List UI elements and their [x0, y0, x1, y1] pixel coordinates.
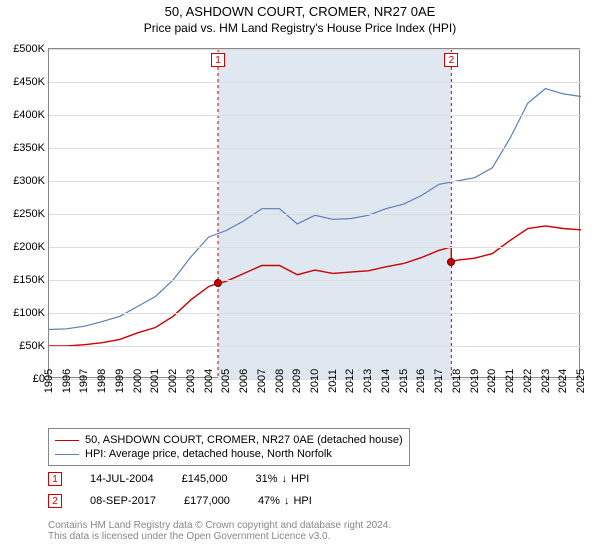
x-tick-label: 2012: [344, 369, 356, 393]
sale-date: 08-SEP-2017: [90, 495, 156, 507]
y-tick-label: £150K: [13, 274, 45, 286]
footer-line1: Contains HM Land Registry data © Crown c…: [48, 520, 391, 531]
sale-marker-box: 2: [48, 494, 62, 508]
x-tick-label: 2016: [415, 369, 427, 393]
sale-price: £177,000: [184, 495, 230, 507]
chart-area: £0£50K£100K£150K£200K£250K£300K£350K£400…: [48, 48, 580, 378]
x-tick-label: 2020: [486, 369, 498, 393]
sale-marker-2: 2: [444, 53, 458, 67]
x-tick-label: 1998: [96, 369, 108, 393]
y-tick-label: £300K: [13, 175, 45, 187]
sale-marker-box: 1: [48, 472, 62, 486]
y-tick-label: £500K: [13, 43, 45, 55]
y-tick-label: £350K: [13, 142, 45, 154]
x-tick-label: 2009: [291, 369, 303, 393]
series-hpi: [49, 89, 581, 330]
x-tick-label: 2025: [575, 369, 587, 393]
y-tick-label: £250K: [13, 208, 45, 220]
x-tick-label: 2007: [256, 369, 268, 393]
sale-row-1: 1 14-JUL-2004 £145,000 31% ↓ HPI: [48, 472, 309, 486]
sale-price: £145,000: [182, 473, 228, 485]
x-tick-label: 2014: [380, 369, 392, 393]
x-tick-label: 2004: [203, 369, 215, 393]
down-arrow-icon: ↓: [284, 495, 290, 507]
x-tick-label: 2003: [185, 369, 197, 393]
x-tick-label: 2010: [309, 369, 321, 393]
x-tick-label: 2022: [522, 369, 534, 393]
x-tick-label: 2008: [274, 369, 286, 393]
x-tick-label: 2018: [451, 369, 463, 393]
x-tick-label: 1996: [61, 369, 73, 393]
y-tick-label: £400K: [13, 109, 45, 121]
x-tick-label: 2001: [149, 369, 161, 393]
sale-dot: [447, 258, 455, 266]
legend-row-price: 50, ASHDOWN COURT, CROMER, NR27 0AE (det…: [55, 433, 403, 447]
sale-row-2: 2 08-SEP-2017 £177,000 47% ↓ HPI: [48, 494, 312, 508]
x-tick-label: 2021: [504, 369, 516, 393]
chart-subtitle: Price paid vs. HM Land Registry's House …: [0, 21, 600, 41]
x-tick-label: 2000: [132, 369, 144, 393]
footer-line2: This data is licensed under the Open Gov…: [48, 531, 391, 542]
x-tick-label: 2024: [557, 369, 569, 393]
x-tick-label: 2019: [469, 369, 481, 393]
x-tick-label: 2002: [167, 369, 179, 393]
sale-date: 14-JUL-2004: [90, 473, 154, 485]
sale-marker-1: 1: [211, 53, 225, 67]
chart-title: 50, ASHDOWN COURT, CROMER, NR27 0AE: [0, 0, 600, 21]
sale-pct: 31% ↓ HPI: [255, 473, 309, 485]
x-tick-label: 2013: [362, 369, 374, 393]
x-tick-label: 1997: [78, 369, 90, 393]
legend-row-hpi: HPI: Average price, detached house, Nort…: [55, 447, 403, 461]
x-tick-label: 2017: [433, 369, 445, 393]
down-arrow-icon: ↓: [282, 473, 288, 485]
legend-label-hpi: HPI: Average price, detached house, Nort…: [85, 448, 332, 460]
x-tick-label: 1999: [114, 369, 126, 393]
series-price_paid: [49, 226, 581, 346]
x-tick-label: 1995: [43, 369, 55, 393]
legend-label-price: 50, ASHDOWN COURT, CROMER, NR27 0AE (det…: [85, 434, 403, 446]
legend: 50, ASHDOWN COURT, CROMER, NR27 0AE (det…: [48, 428, 410, 466]
y-tick-label: £450K: [13, 76, 45, 88]
sale-dot: [214, 279, 222, 287]
x-tick-label: 2005: [220, 369, 232, 393]
legend-swatch-price: [55, 440, 79, 441]
y-tick-label: £100K: [13, 307, 45, 319]
y-tick-label: £50K: [19, 340, 45, 352]
y-tick-label: £200K: [13, 241, 45, 253]
legend-swatch-hpi: [55, 454, 79, 455]
x-tick-label: 2023: [540, 369, 552, 393]
footer: Contains HM Land Registry data © Crown c…: [48, 520, 391, 542]
x-tick-label: 2011: [327, 369, 339, 393]
x-tick-label: 2015: [398, 369, 410, 393]
x-tick-label: 2006: [238, 369, 250, 393]
sale-pct: 47% ↓ HPI: [258, 495, 312, 507]
